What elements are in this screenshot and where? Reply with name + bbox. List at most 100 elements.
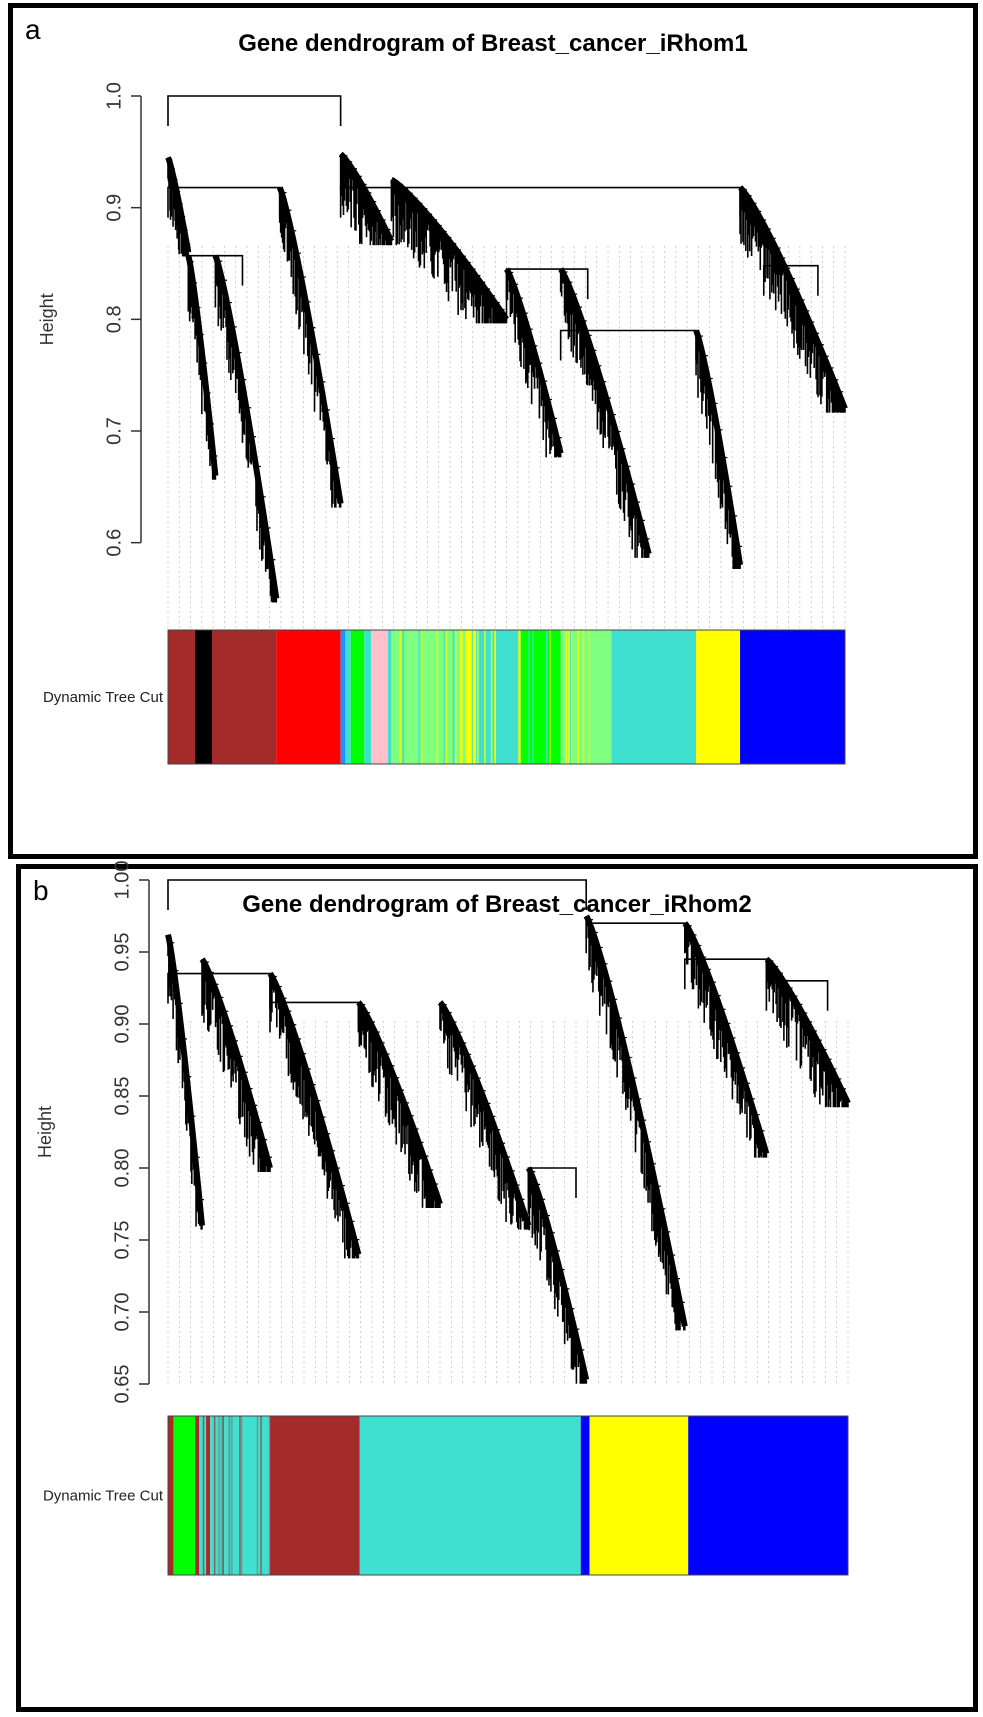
module-stripe [222, 1416, 225, 1575]
panel-a: a Gene dendrogram of Breast_cancer_iRhom… [8, 3, 978, 859]
module-color-segment [340, 630, 346, 764]
y-tick-label: 0.7 [103, 417, 125, 445]
merge-bracket [167, 95, 342, 126]
merge-bracket [684, 958, 768, 990]
cluster [503, 267, 564, 458]
module-stripe [421, 630, 423, 764]
module-color-segment [195, 630, 213, 764]
merge-bracket [527, 1167, 577, 1198]
module-color-bar [167, 629, 846, 765]
module-stripe [239, 1416, 242, 1575]
module-stripe [568, 630, 570, 764]
module-color-segment [696, 630, 741, 764]
module-stripe [518, 630, 520, 764]
merge-bracket [559, 329, 697, 361]
dynamic-tree-cut-label: Dynamic Tree Cut [43, 1488, 164, 1505]
module-color-segment [388, 630, 392, 764]
module-color-segment [589, 1416, 689, 1575]
module-color-segment [270, 1416, 360, 1575]
cluster [212, 254, 280, 603]
module-color-segment [173, 1416, 196, 1575]
module-stripe [213, 1416, 216, 1575]
cluster [338, 151, 395, 246]
y-tick-label: 0.9 [103, 194, 125, 222]
dendrogram-plot: 0.65 0.70 0.75 0.80 0.85 0.90 0.95 1.00 Height Dy… [35, 861, 851, 1576]
module-stripe [532, 630, 534, 764]
module-stripe [569, 630, 572, 764]
y-tick-label: 0.6 [103, 529, 125, 557]
cluster [165, 155, 192, 257]
cluster [558, 267, 652, 558]
cluster [738, 185, 848, 413]
module-color-segment [350, 630, 365, 764]
y-tick-label: 1.0 [103, 82, 125, 110]
cluster [583, 914, 688, 1331]
module-color-segment [206, 1416, 211, 1575]
module-stripe [459, 630, 462, 764]
module-color-segment [560, 630, 612, 764]
cluster [267, 971, 362, 1259]
module-color-segment [364, 630, 372, 764]
module-stripe [519, 630, 521, 764]
cluster [437, 1000, 532, 1230]
y-tick-label: 0.80 [111, 1149, 133, 1188]
module-color-segment [580, 1416, 590, 1575]
chart-title: Gene dendrogram of Breast_cancer_iRhom1 [238, 30, 748, 57]
cluster [682, 921, 770, 1158]
module-stripe [494, 630, 496, 764]
module-stripe [268, 1416, 271, 1575]
module-stripe [549, 630, 551, 764]
dendrogram-plot: 0.6 0.7 0.8 0.9 1.0 Height Dynamic Tree Cut [37, 82, 848, 765]
cluster [199, 957, 273, 1172]
module-stripe [484, 630, 486, 764]
module-color-segment [199, 1416, 207, 1575]
module-stripe [471, 630, 474, 764]
module-color-segment [611, 630, 697, 764]
merge-brackets [167, 879, 829, 1198]
y-tick-label: 0.95 [111, 933, 133, 972]
module-color-segment [359, 1416, 581, 1575]
module-stripe [528, 630, 530, 764]
cluster [693, 329, 744, 569]
y-axis-title: Height [35, 1106, 55, 1158]
y-tick-label: 0.75 [111, 1221, 133, 1260]
module-stripe [490, 630, 493, 764]
y-tick-label: 0.65 [111, 1365, 133, 1404]
merge-brackets [167, 95, 819, 361]
module-stripe [461, 630, 463, 764]
merge-bracket [339, 186, 741, 218]
module-stripe [452, 630, 455, 764]
module-stripe [436, 630, 439, 764]
module-color-segment [476, 630, 521, 764]
module-color-segment [740, 630, 845, 764]
module-color-segment [371, 630, 389, 764]
cluster [276, 186, 344, 508]
cluster [165, 934, 205, 1230]
y-tick-label: 1.00 [111, 861, 133, 900]
merge-bracket [167, 186, 281, 218]
module-stripe [256, 1416, 259, 1575]
module-stripe [418, 630, 420, 764]
dendrogram-branches [165, 151, 848, 603]
panel-letter: b [33, 875, 49, 906]
module-stripe [577, 630, 579, 764]
panel-letter: a [25, 14, 41, 45]
merge-bracket [765, 980, 829, 1011]
y-axis-title: Height [37, 293, 57, 345]
module-color-segment [168, 630, 196, 764]
cluster [389, 177, 509, 324]
module-stripe [218, 1416, 220, 1575]
module-stripe [517, 630, 519, 764]
module-color-frame [167, 1415, 849, 1576]
module-stripe [546, 630, 548, 764]
dynamic-tree-cut-label: Dynamic Tree Cut [43, 689, 164, 706]
module-stripe [202, 1416, 205, 1575]
y-tick-label: 0.90 [111, 1005, 133, 1044]
module-stripe [582, 630, 585, 764]
module-color-segment [168, 1416, 174, 1575]
merge-bracket [187, 254, 244, 286]
module-color-segment [688, 1416, 848, 1575]
module-stripe [588, 630, 591, 764]
module-stripe [402, 630, 405, 764]
module-stripe [565, 630, 568, 764]
